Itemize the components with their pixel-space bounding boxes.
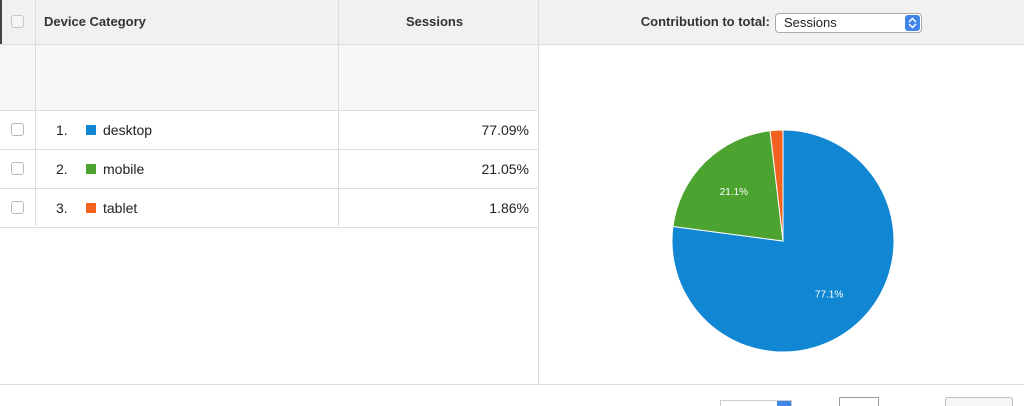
row-checkbox[interactable] (11, 162, 24, 175)
footer-divider (0, 384, 1024, 385)
contribution-pie-chart: 77.1% 21.1% (671, 129, 895, 353)
legend-swatch (86, 203, 96, 213)
contribution-control: Contribution to total: Sessions (540, 0, 922, 44)
select-all-checkbox[interactable] (11, 15, 24, 28)
sessions-header[interactable]: Sessions (406, 14, 464, 29)
table-row: 3. tablet 1.86% (0, 189, 538, 228)
column-divider (35, 0, 36, 226)
pie-data-label: 77.1% (815, 290, 843, 301)
row-rank: 1. (56, 122, 68, 138)
contribution-metric-value: Sessions (784, 15, 837, 30)
pie-slice-tablet[interactable] (769, 129, 784, 242)
header-left-bar (0, 0, 2, 44)
rows-per-page-select[interactable] (720, 400, 792, 406)
table-row: 2. mobile 21.05% (0, 150, 538, 189)
row-checkbox[interactable] (11, 201, 24, 214)
pie-data-label: 21.1% (720, 187, 748, 198)
pie-slice-mobile[interactable] (672, 130, 784, 242)
row-rank: 2. (56, 161, 68, 177)
column-divider (538, 0, 539, 384)
row-label[interactable]: mobile (103, 161, 145, 177)
row-label[interactable]: tablet (103, 200, 138, 216)
goto-page-input[interactable] (839, 397, 879, 406)
row-value: 77.09% (481, 122, 529, 138)
legend-swatch (86, 125, 96, 135)
device-category-header[interactable]: Device Category (44, 14, 146, 29)
row-label[interactable]: desktop (103, 122, 153, 138)
column-divider (338, 0, 339, 226)
table-row: 1. desktop 77.09% (0, 111, 538, 150)
contribution-label: Contribution to total: (640, 14, 770, 29)
row-rank: 3. (56, 200, 68, 216)
row-value: 1.86% (489, 200, 529, 216)
legend-swatch (86, 164, 96, 174)
row-value: 21.05% (481, 161, 529, 177)
row-checkbox[interactable] (11, 123, 24, 136)
pagination-buttons[interactable] (945, 397, 1013, 406)
header-spacer-band (0, 45, 538, 111)
select-arrows-icon (905, 15, 920, 31)
table-header: Device Category Sessions Contribution to… (0, 0, 1024, 45)
contribution-metric-select[interactable]: Sessions (775, 13, 922, 33)
